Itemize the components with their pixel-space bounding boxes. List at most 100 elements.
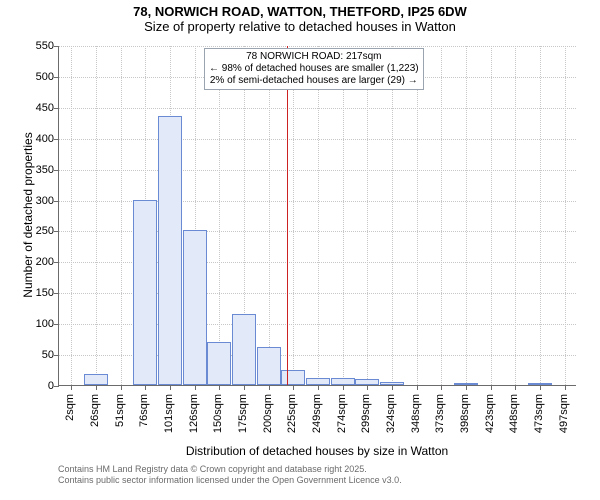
ytick-mark (54, 170, 59, 171)
x-axis-label: Distribution of detached houses by size … (58, 444, 576, 458)
gridline-v (540, 46, 541, 385)
ytick-mark (54, 262, 59, 263)
xtick-label: 274sqm (336, 394, 348, 433)
gridline-v (417, 46, 418, 385)
annotation-line2: ← 98% of detached houses are smaller (1,… (209, 63, 419, 75)
xtick-label: 51sqm (114, 394, 126, 427)
histogram-bar (207, 342, 231, 385)
gridline-v (96, 46, 97, 385)
histogram-bar (380, 382, 404, 385)
xtick-label: 299sqm (360, 394, 372, 433)
xtick-mark (343, 385, 344, 390)
ytick-label: 500 (24, 71, 54, 83)
ytick-label: 0 (24, 380, 54, 392)
gridline-v (318, 46, 319, 385)
gridline-v (293, 46, 294, 385)
gridline-v (466, 46, 467, 385)
histogram-bar (158, 116, 182, 385)
ytick-mark (54, 108, 59, 109)
xtick-mark (195, 385, 196, 390)
histogram-bar (454, 383, 478, 385)
gridline-v (71, 46, 72, 385)
xtick-mark (491, 385, 492, 390)
xtick-label: 348sqm (410, 394, 422, 433)
xtick-mark (293, 385, 294, 390)
footer-attribution: Contains HM Land Registry data © Crown c… (58, 464, 402, 486)
histogram-bar (232, 314, 256, 385)
ytick-mark (54, 386, 59, 387)
xtick-label: 175sqm (237, 394, 249, 433)
ytick-mark (54, 355, 59, 356)
histogram-bar (306, 378, 330, 385)
chart-title-block: 78, NORWICH ROAD, WATTON, THETFORD, IP25… (0, 4, 600, 34)
gridline-v (343, 46, 344, 385)
xtick-mark (96, 385, 97, 390)
xtick-mark (269, 385, 270, 390)
xtick-label: 2sqm (64, 394, 76, 421)
xtick-label: 373sqm (434, 394, 446, 433)
ytick-mark (54, 201, 59, 202)
histogram-bar (528, 383, 552, 385)
ytick-label: 400 (24, 133, 54, 145)
histogram-bar (183, 230, 207, 385)
xtick-label: 324sqm (385, 394, 397, 433)
xtick-mark (121, 385, 122, 390)
xtick-label: 101sqm (163, 394, 175, 433)
ytick-mark (54, 139, 59, 140)
ytick-label: 50 (24, 349, 54, 361)
xtick-label: 200sqm (262, 394, 274, 433)
gridline-v (515, 46, 516, 385)
ytick-label: 550 (24, 40, 54, 52)
xtick-label: 150sqm (212, 394, 224, 433)
histogram-bar (84, 374, 108, 385)
gridline-v (491, 46, 492, 385)
xtick-label: 76sqm (138, 394, 150, 427)
xtick-label: 448sqm (508, 394, 520, 433)
xtick-mark (318, 385, 319, 390)
ytick-label: 150 (24, 287, 54, 299)
xtick-mark (367, 385, 368, 390)
xtick-mark (417, 385, 418, 390)
gridline-v (121, 46, 122, 385)
xtick-mark (540, 385, 541, 390)
xtick-label: 225sqm (286, 394, 298, 433)
xtick-mark (145, 385, 146, 390)
histogram-bar (133, 200, 157, 385)
xtick-label: 423sqm (484, 394, 496, 433)
xtick-label: 126sqm (188, 394, 200, 433)
xtick-mark (515, 385, 516, 390)
histogram-bar (257, 347, 281, 385)
histogram-bar (331, 378, 355, 385)
reference-marker-line (287, 46, 288, 385)
xtick-mark (219, 385, 220, 390)
ytick-mark (54, 231, 59, 232)
title-line2: Size of property relative to detached ho… (0, 19, 600, 34)
xtick-label: 398sqm (459, 394, 471, 433)
annotation-line1: 78 NORWICH ROAD: 217sqm (209, 51, 419, 63)
xtick-label: 497sqm (558, 394, 570, 433)
xtick-label: 249sqm (311, 394, 323, 433)
histogram-bar (281, 370, 305, 385)
ytick-label: 350 (24, 164, 54, 176)
gridline-v (269, 46, 270, 385)
xtick-mark (565, 385, 566, 390)
footer-line2: Contains public sector information licen… (58, 475, 402, 486)
ytick-label: 250 (24, 225, 54, 237)
ytick-mark (54, 293, 59, 294)
ytick-mark (54, 77, 59, 78)
annotation-line3: 2% of semi-detached houses are larger (2… (209, 75, 419, 87)
ytick-label: 100 (24, 318, 54, 330)
xtick-mark (244, 385, 245, 390)
gridline-v (565, 46, 566, 385)
xtick-mark (466, 385, 467, 390)
xtick-mark (170, 385, 171, 390)
gridline-v (367, 46, 368, 385)
ytick-mark (54, 46, 59, 47)
xtick-label: 26sqm (89, 394, 101, 427)
gridline-v (219, 46, 220, 385)
footer-line1: Contains HM Land Registry data © Crown c… (58, 464, 402, 475)
xtick-mark (392, 385, 393, 390)
gridline-v (441, 46, 442, 385)
ytick-label: 200 (24, 256, 54, 268)
ytick-label: 300 (24, 195, 54, 207)
